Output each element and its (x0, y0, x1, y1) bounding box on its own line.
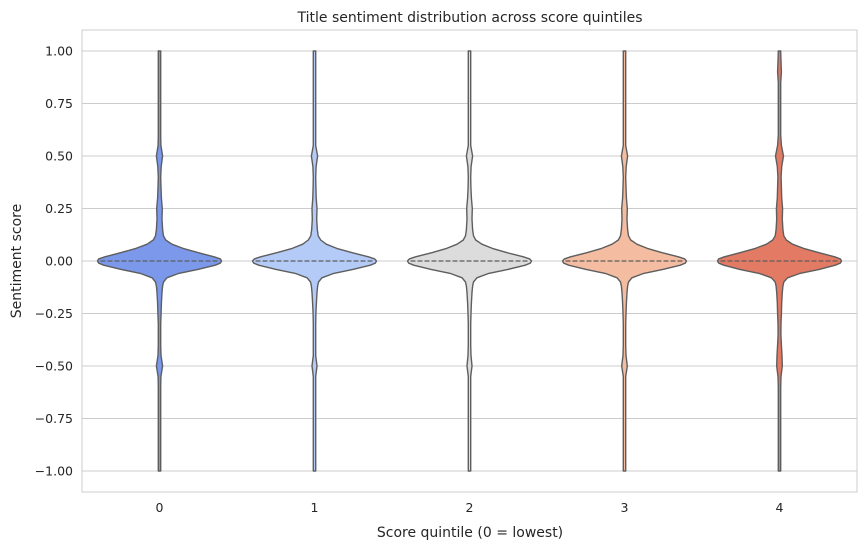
x-tick-label: 3 (621, 500, 629, 515)
y-tick-label: 1.00 (45, 44, 73, 59)
x-tick-label: 1 (311, 500, 319, 515)
y-tick-label: 0.25 (45, 201, 73, 216)
y-tick-label: 0.00 (45, 254, 73, 269)
x-tick-label: 0 (156, 500, 164, 515)
y-axis-label: Sentiment score (9, 204, 25, 318)
x-tick-label: 4 (776, 500, 784, 515)
violin-group (96, 50, 843, 472)
y-tick-label: 0.50 (45, 149, 73, 164)
y-tick-labels: 1.00 0.75 0.50 0.25 0.00 −0.25 −0.50 −0.75 −1.00 (35, 44, 73, 479)
y-tick-label: 0.75 (45, 96, 73, 111)
y-tick-label: −0.75 (35, 411, 73, 426)
y-tick-label: −0.50 (35, 359, 73, 374)
y-tick-label: −1.00 (35, 464, 73, 479)
x-tick-labels: 0 1 2 3 4 (156, 500, 784, 515)
y-tick-label: −0.25 (35, 306, 73, 321)
x-tick-label: 2 (466, 500, 474, 515)
chart-title: Title sentiment distribution across scor… (296, 10, 642, 26)
x-axis-label: Score quintile (0 = lowest) (377, 525, 563, 541)
